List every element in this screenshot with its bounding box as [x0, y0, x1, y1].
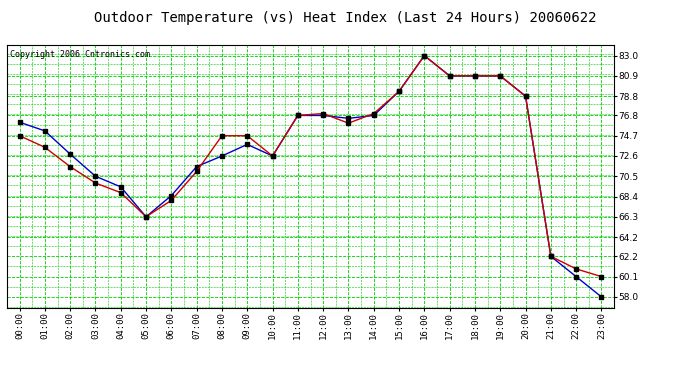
Text: Outdoor Temperature (vs) Heat Index (Last 24 Hours) 20060622: Outdoor Temperature (vs) Heat Index (Las…	[94, 11, 596, 25]
Text: Copyright 2006 Cntronics.com: Copyright 2006 Cntronics.com	[10, 50, 150, 59]
